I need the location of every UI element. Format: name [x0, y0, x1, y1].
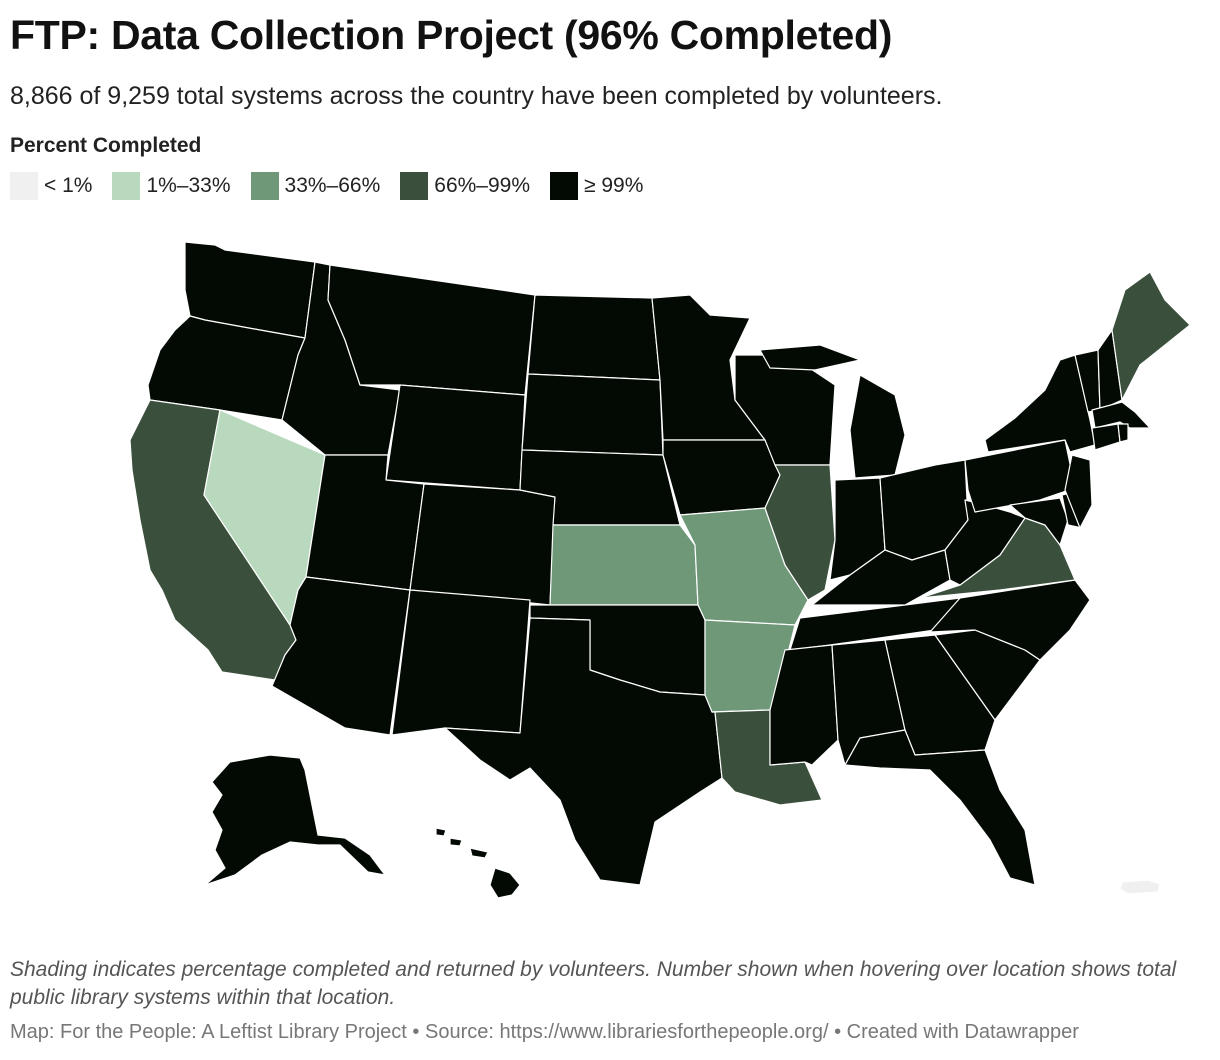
- legend-item-1-33: 1%–33%: [112, 172, 231, 200]
- legend-title: Percent Completed: [10, 134, 202, 157]
- state-oregon[interactable]: [147, 315, 306, 421]
- legend-label-1-33: 1%–33%: [146, 174, 231, 197]
- state-hawaii[interactable]: [435, 827, 521, 899]
- state-west-virginia[interactable]: [944, 499, 1026, 586]
- state-alaska[interactable]: [204, 754, 386, 886]
- state-montana[interactable]: [327, 264, 536, 396]
- legend-item-33-66: 33%–66%: [250, 172, 381, 200]
- legend-item-lt1: < 1%: [10, 172, 92, 200]
- footnote: Shading indicates percentage completed a…: [10, 958, 1177, 1009]
- us-map: [129, 241, 1191, 899]
- territory-puerto-rico[interactable]: [1119, 879, 1161, 895]
- state-arizona[interactable]: [271, 576, 411, 736]
- legend-swatch-1-33: [112, 172, 141, 200]
- legend-item-66-99: 66%–99%: [400, 172, 530, 200]
- legend: < 1% 1%–33% 33%–66% 66%–99% ≥ 99%: [10, 172, 663, 200]
- state-kentucky[interactable]: [811, 549, 951, 606]
- source-credit: Map: For the People: A Leftist Library P…: [10, 1021, 1079, 1043]
- state-south-dakota[interactable]: [521, 373, 664, 456]
- state-colorado[interactable]: [409, 483, 556, 606]
- state-new-mexico[interactable]: [391, 589, 531, 736]
- state-maryland[interactable]: [1009, 497, 1069, 546]
- state-illinois[interactable]: [764, 464, 836, 601]
- legend-swatch-66-99: [400, 172, 429, 200]
- legend-swatch-33-66: [250, 172, 279, 200]
- state-north-dakota[interactable]: [527, 294, 661, 381]
- state-kansas[interactable]: [549, 524, 699, 606]
- state-rhode-island[interactable]: [1117, 423, 1129, 443]
- state-texas[interactable]: [444, 617, 723, 886]
- legend-label-gte99: ≥ 99%: [584, 174, 644, 197]
- legend-label-lt1: < 1%: [44, 174, 93, 197]
- legend-item-gte99: ≥ 99%: [550, 172, 643, 200]
- state-maine[interactable]: [1111, 271, 1191, 401]
- legend-swatch-gte99: [550, 172, 579, 200]
- state-idaho[interactable]: [281, 261, 401, 456]
- state-new-york[interactable]: [984, 354, 1096, 453]
- chart-title: FTP: Data Collection Project (96% Comple…: [10, 12, 893, 58]
- state-minnesota[interactable]: [651, 294, 766, 441]
- chart-subtitle: 8,866 of 9,259 total systems across the …: [10, 82, 943, 110]
- legend-label-33-66: 33%–66%: [284, 174, 381, 197]
- state-florida[interactable]: [844, 729, 1036, 886]
- legend-label-66-99: 66%–99%: [434, 174, 531, 197]
- state-new-jersey[interactable]: [1064, 454, 1093, 529]
- state-connecticut[interactable]: [1091, 423, 1121, 451]
- state-wyoming[interactable]: [385, 384, 526, 491]
- state-north-carolina[interactable]: [929, 579, 1091, 661]
- state-iowa[interactable]: [662, 439, 781, 516]
- legend-swatch-lt1: [10, 172, 38, 200]
